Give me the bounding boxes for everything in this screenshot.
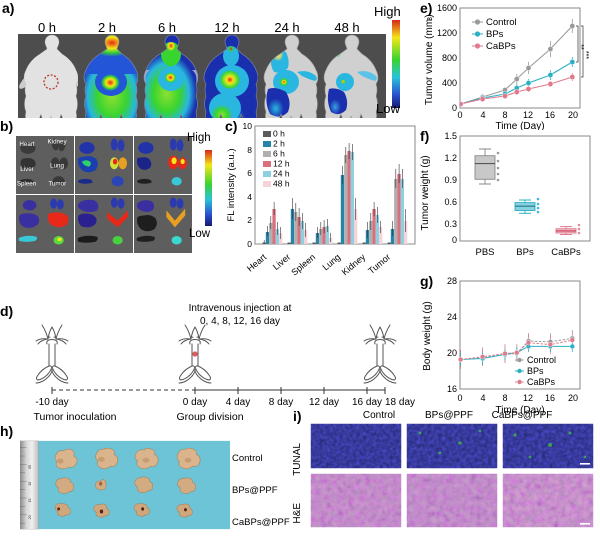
svg-text:16 day: 16 day (352, 397, 382, 408)
svg-text:0: 0 (452, 235, 457, 245)
svg-text:**: ** (577, 44, 584, 50)
svg-text:BPs: BPs (486, 29, 504, 40)
svg-text:16: 16 (545, 393, 555, 403)
svg-text:Heart: Heart (245, 252, 269, 274)
svg-text:Kidney: Kidney (340, 252, 368, 278)
svg-text:Control: Control (486, 17, 517, 28)
svg-text:0: 0 (247, 239, 252, 249)
svg-text:24: 24 (447, 312, 457, 322)
svg-text:0.9: 0.9 (444, 175, 457, 185)
svg-text:Tumor weight (g): Tumor weight (g) (420, 155, 431, 230)
svg-text:4: 4 (247, 192, 252, 202)
svg-text:12: 12 (523, 393, 533, 403)
svg-text:Liver: Liver (20, 166, 33, 173)
svg-text:1.2: 1.2 (444, 153, 457, 163)
svg-text:10: 10 (243, 121, 253, 131)
svg-text:20: 20 (28, 515, 32, 519)
svg-text:2: 2 (247, 215, 252, 225)
svg-text:4: 4 (480, 110, 485, 120)
svg-text:4: 4 (480, 393, 485, 403)
svg-text:Kidney: Kidney (48, 139, 68, 146)
svg-text:CaBPs: CaBPs (527, 377, 556, 387)
svg-text:12 day: 12 day (309, 397, 339, 408)
svg-text:16: 16 (545, 110, 555, 120)
svg-text:1200: 1200 (437, 28, 457, 38)
svg-text:1600: 1600 (437, 3, 457, 13)
svg-text:***: *** (582, 51, 589, 59)
svg-text:18 day: 18 day (385, 397, 415, 408)
svg-text:16: 16 (447, 384, 457, 394)
svg-text:6: 6 (247, 168, 252, 178)
svg-text:0: 0 (452, 103, 457, 113)
svg-text:05: 05 (28, 465, 32, 469)
svg-text:0.6: 0.6 (444, 197, 457, 207)
svg-text:8: 8 (502, 393, 507, 403)
svg-text:Heart: Heart (19, 141, 34, 148)
svg-text:8: 8 (502, 110, 507, 120)
svg-text:FL intensity (a.u.): FL intensity (a.u.) (226, 148, 237, 221)
svg-text:0: 0 (457, 110, 462, 120)
svg-text:BPs: BPs (527, 366, 544, 376)
svg-text:8 day: 8 day (269, 397, 293, 408)
svg-text:PBS: PBS (475, 247, 494, 258)
svg-text:48 h: 48 h (273, 179, 290, 189)
svg-text:12 h: 12 h (273, 159, 290, 169)
svg-text:1.5: 1.5 (444, 131, 457, 141)
svg-text:Spleen: Spleen (289, 252, 317, 278)
svg-text:CaBPs: CaBPs (486, 41, 516, 52)
svg-text:CaBPs: CaBPs (551, 247, 581, 258)
svg-text:-10 day: -10 day (35, 397, 68, 408)
svg-text:0 day: 0 day (183, 397, 207, 408)
svg-text:10: 10 (28, 482, 32, 486)
svg-text:Tumor volume (mm: Tumor volume (mm (424, 19, 435, 105)
svg-text:4 day: 4 day (226, 397, 250, 408)
svg-text:2 h: 2 h (273, 139, 285, 149)
svg-text:8: 8 (247, 145, 252, 155)
svg-text:20: 20 (447, 348, 457, 358)
svg-text:12: 12 (523, 110, 533, 120)
svg-text:0.3: 0.3 (444, 219, 457, 229)
svg-text:0: 0 (457, 393, 462, 403)
svg-text:Tumor: Tumor (48, 180, 66, 187)
svg-text:Control: Control (527, 355, 556, 365)
svg-text:Lung: Lung (50, 163, 64, 170)
svg-text:24 h: 24 h (273, 169, 290, 179)
svg-text:20: 20 (568, 110, 578, 120)
svg-text:BPs: BPs (516, 247, 534, 258)
svg-text:6 h: 6 h (273, 149, 285, 159)
svg-text:Tumor: Tumor (366, 252, 392, 276)
svg-text:800: 800 (442, 53, 457, 63)
svg-text:Body weight (g): Body weight (g) (422, 301, 433, 370)
svg-text:Spleen: Spleen (17, 180, 37, 187)
svg-text:15: 15 (28, 499, 32, 503)
svg-text:28: 28 (447, 276, 457, 286)
svg-text:20: 20 (568, 393, 578, 403)
svg-text:0 h: 0 h (273, 129, 285, 139)
svg-text:400: 400 (442, 78, 457, 88)
